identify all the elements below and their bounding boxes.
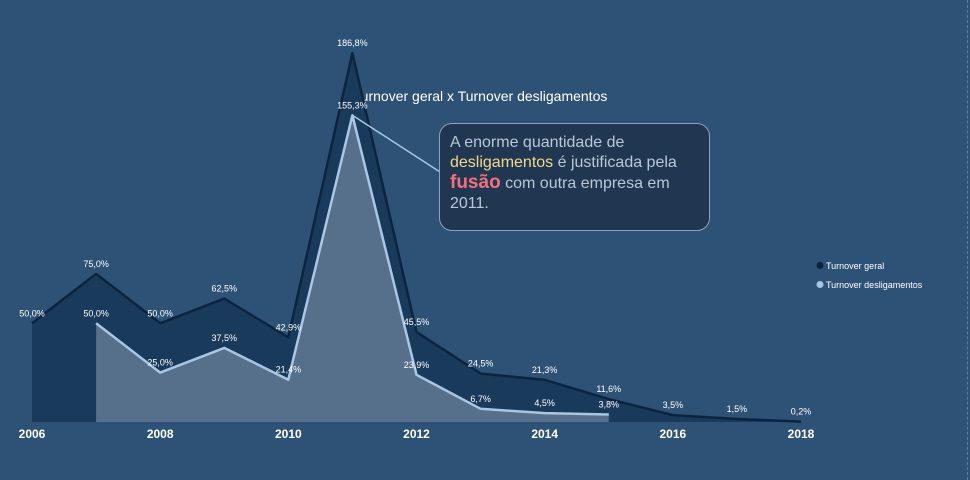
legend-marker-1 [816,281,824,288]
data-label-s0-2006: 50,0% [19,308,45,318]
data-label-s1-2010: 21,4% [276,365,302,375]
x-tick-label-2012: 2012 [403,427,430,441]
chart-legend: Turnover geral Turnover desligamentos [816,261,923,290]
series-line-1 [95,114,609,416]
data-label-s0-2012: 45,5% [404,317,430,327]
chart-areas [31,51,802,423]
x-tick-label-2016: 2016 [659,427,686,441]
annotation-leader-line [352,114,441,173]
data-label-s1-2015: 3,8% [598,399,619,409]
data-label-s0-2010: 42,9% [276,322,302,332]
series-area-0 [32,53,801,422]
annotation-highlight-fusao: fusão [450,172,501,193]
data-label-s1-2013: 6,7% [470,394,491,404]
chart-data-labels: 50,0% 75,0% 50,0% 62,5% 42,9% 186,8% 45,5% 24,5… [19,38,811,417]
annotation-text-1: A enorme quantidade de [450,134,625,151]
data-label-s1-2014: 4,5% [534,398,555,408]
data-label-s0-2011: 186,8% [337,38,368,48]
legend-label-0: Turnover geral [826,261,884,271]
data-label-s0-2018: 0,2% [791,407,812,417]
data-label-s0-2014: 21,3% [532,365,558,375]
page-edge-divider [967,0,968,480]
annotation-highlight-desligamentos: desligamentos [450,154,554,171]
data-label-s0-2016: 3,5% [663,400,684,410]
x-tick-label-2006: 2006 [19,427,46,441]
data-label-s1-2009: 37,5% [211,333,237,343]
annotation-text-3: com outra empresa em 2011. [450,175,670,212]
legend-label-1: Turnover desligamentos [826,280,923,290]
legend-marker-0 [816,262,824,269]
data-label-s0-2009: 62,5% [211,284,237,294]
data-label-s1-2012: 23,9% [404,360,430,370]
chart-title: Turnover geral x Turnover desligamentos [353,88,608,104]
data-label-s1-2008: 25,0% [147,358,173,368]
x-tick-label-2018: 2018 [788,427,815,441]
series-line-0 [31,51,802,423]
x-tick-label-2008: 2008 [147,427,174,441]
data-label-s1-2011: 155,3% [337,100,368,110]
data-label-s1-2007: 50,0% [83,308,109,318]
data-label-s0-2007: 75,0% [83,259,109,269]
annotation-callout: A enorme quantidade de desligamentos é j… [439,123,710,231]
annotation-text-2: é justificada pela [553,154,677,171]
data-label-s0-2015: 11,6% [596,384,621,394]
series-area-1 [96,115,609,423]
data-label-s0-2013: 24,5% [468,359,494,369]
x-tick-label-2010: 2010 [275,427,302,441]
x-tick-label-2014: 2014 [531,427,558,441]
data-label-s0-2017: 1,5% [727,404,748,414]
x-axis: 2006 2008 2010 2012 2014 2016 2018 [19,427,815,441]
data-label-s0-2008: 50,0% [147,308,173,318]
